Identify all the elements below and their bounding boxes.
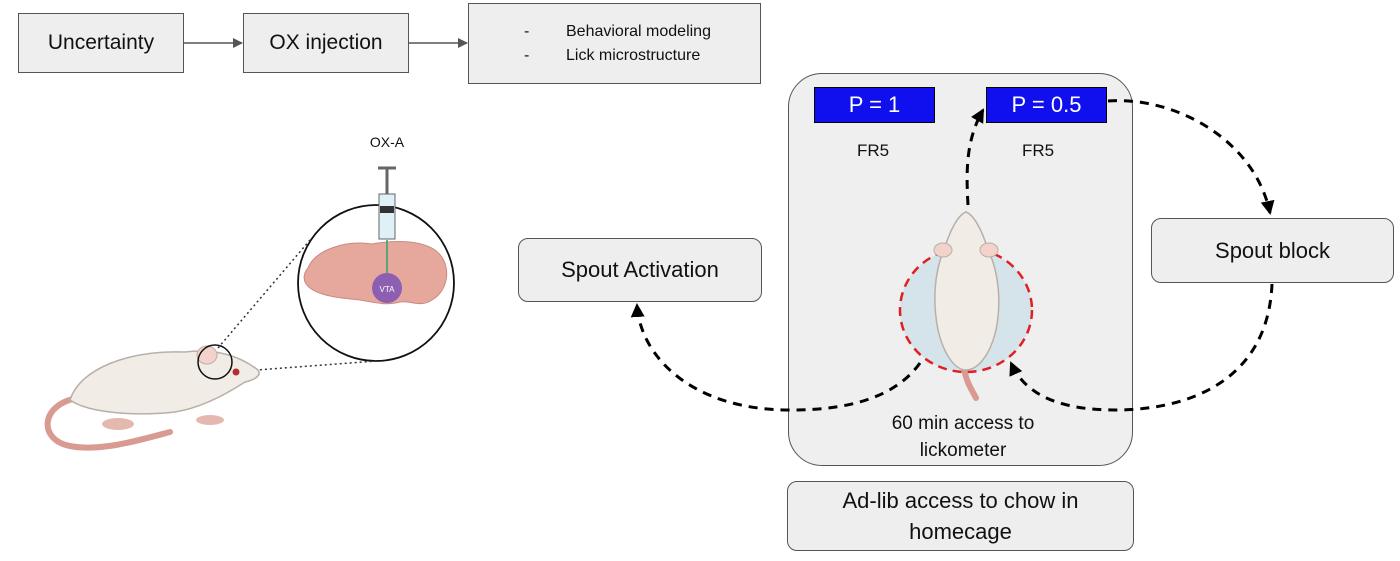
probability-left-label: P = 1 <box>848 92 901 117</box>
rat-body <box>934 211 1000 371</box>
spout-activation-box: Spout Activation <box>518 238 762 302</box>
spout-block-box: Spout block <box>1151 218 1394 283</box>
probability-box-left: P = 1 <box>814 87 935 123</box>
rat-tail <box>961 365 979 401</box>
ox-injection-label: OX injection <box>269 31 383 54</box>
spout-block-label: Spout block <box>1215 237 1330 263</box>
zoom-line-top <box>217 239 311 349</box>
rat-top-view <box>898 211 1034 401</box>
rat-ear-right <box>979 242 999 258</box>
outcomes-box: Behavioral modeling Lick microstructure <box>468 3 761 84</box>
side-rat-tail <box>44 395 173 451</box>
arrow-block-to-rat <box>1009 283 1274 412</box>
homecage-line-1: Ad-lib access to chow in <box>842 488 1079 513</box>
brain-shape <box>303 241 448 305</box>
side-rat-eye <box>232 368 240 376</box>
ox-injection-box: OX injection <box>243 13 409 73</box>
side-rat-body <box>69 350 260 415</box>
vta-marker <box>372 273 402 303</box>
arrow-right-spout-to-block <box>1107 99 1275 215</box>
homecage-box: Ad-lib access to chow in homecage <box>787 481 1134 551</box>
uncertainty-label: Uncertainty <box>47 31 155 54</box>
side-rat-foot-front <box>196 415 224 425</box>
outcome-item: Behavioral modeling <box>518 20 711 44</box>
access-line-2: lickometer <box>919 440 1007 461</box>
syringe-barrel <box>378 193 396 240</box>
access-line-1: 60 min access to <box>891 413 1035 434</box>
spout-activation-label: Spout Activation <box>561 257 719 282</box>
uncertainty-box: Uncertainty <box>18 13 184 73</box>
rat-ear-left <box>933 242 953 258</box>
rat-side-view <box>44 344 260 451</box>
outcomes-list: Behavioral modeling Lick microstructure <box>518 20 711 68</box>
side-rat-foot-back <box>102 418 134 430</box>
syringe-plunger <box>380 206 394 213</box>
access-label: 60 min access to lickometer <box>848 410 1078 464</box>
arrow-rat-to-right-spout <box>965 108 985 206</box>
outcome-item: Lick microstructure <box>518 44 711 68</box>
probability-right-label: P = 0.5 <box>1011 92 1082 117</box>
schedule-left-label: FR5 <box>856 141 890 160</box>
arrow-rat-to-activation <box>630 303 922 412</box>
schedule-right-label: FR5 <box>1021 141 1055 160</box>
probability-box-right: P = 0.5 <box>986 87 1107 123</box>
ox-a-label: OX-A <box>370 134 405 150</box>
vta-label: VTA <box>380 285 396 294</box>
brain-inset: VTA OX-A <box>297 134 455 362</box>
zoom-circle-small <box>197 344 233 380</box>
homecage-line-2: homecage <box>909 519 1012 544</box>
